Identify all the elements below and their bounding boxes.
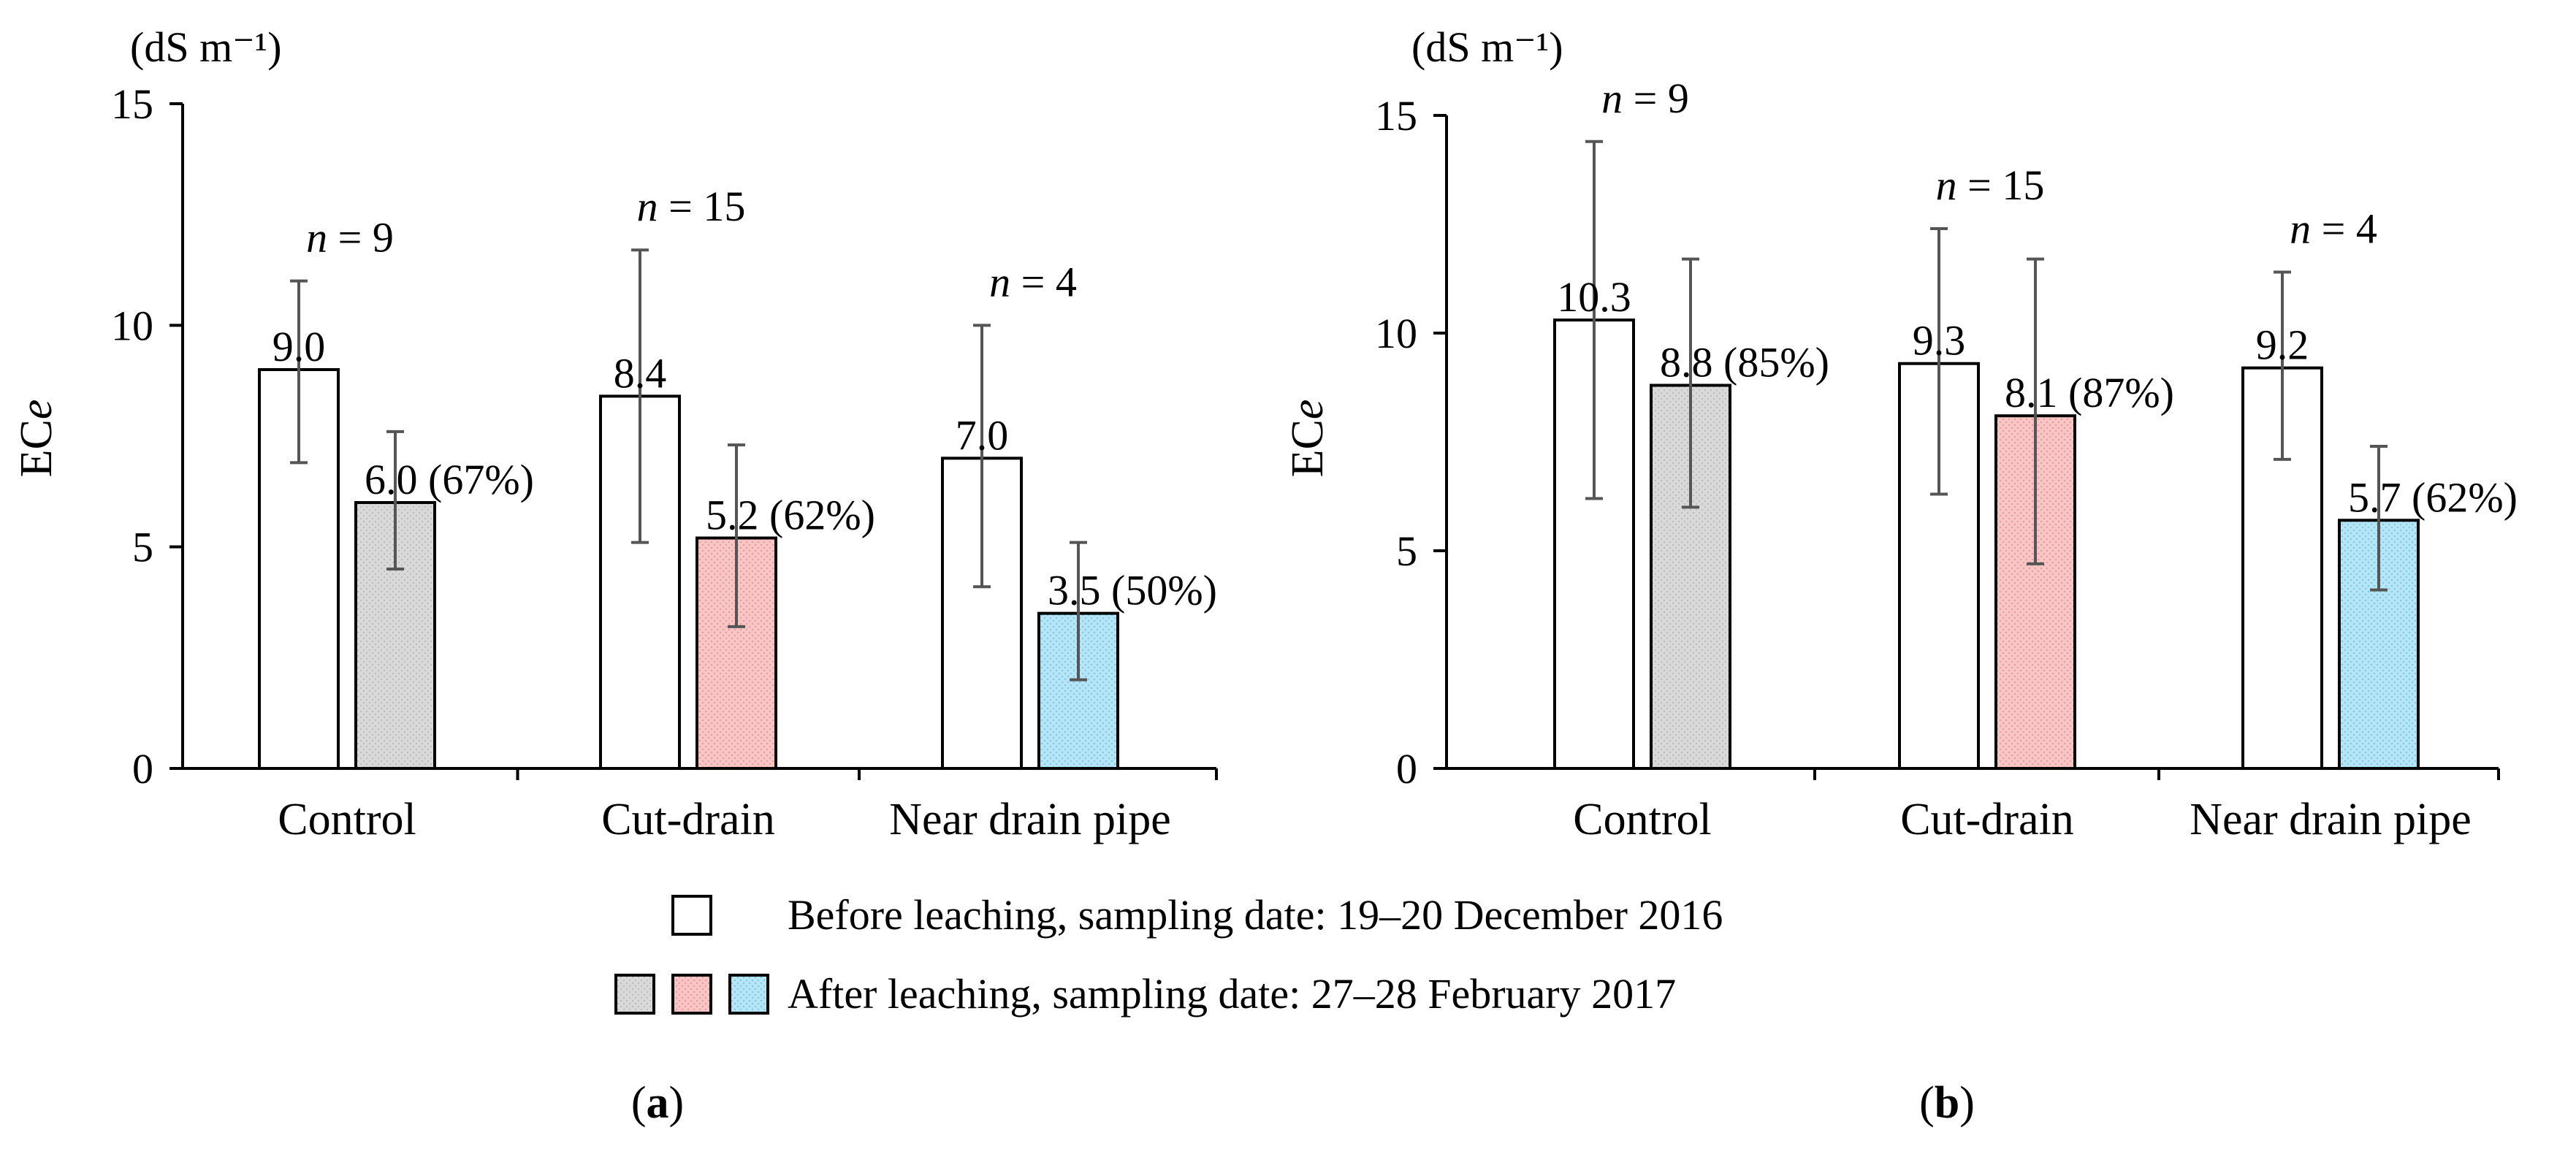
legend-swatch-cutdrain-after (671, 974, 712, 1015)
y-axis-label: ECe (1283, 400, 1333, 478)
y-unit-label: (dS m⁻¹) (1411, 23, 1563, 71)
bar-after (2338, 519, 2420, 771)
data-label: 9.2 (2256, 321, 2309, 369)
data-label: 10.3 (1557, 273, 1631, 321)
category-label: Cut-drain (601, 795, 775, 844)
panel-label: (a) (631, 1078, 684, 1128)
panel-label: (b) (1919, 1078, 1975, 1128)
data-label: 5.2 (62%) (706, 492, 875, 539)
category-label: Near drain pipe (2190, 795, 2472, 844)
y-tick-label: 0 (132, 745, 153, 793)
data-label: 8.4 (614, 349, 667, 397)
y-tick-label: 10 (111, 302, 153, 349)
legend-swatch-before (671, 895, 712, 936)
y-unit-label: (dS m⁻¹) (130, 23, 282, 71)
n-label: n = 4 (2290, 205, 2377, 253)
legend-label-before: Before leaching, sampling date: 19–20 De… (788, 891, 1723, 939)
panel-a-chart: (dS m⁻¹) ECe 0 5 10 15 Control 9.0 6.0 (67%) n = … (12, 23, 1218, 1128)
panel-b-chart: (dS m⁻¹) ECe 0 5 10 15 Control 10.3 8.8 (85%) n =… (1283, 23, 2518, 1128)
bar-after (1650, 383, 1731, 770)
n-label: n = 15 (637, 183, 746, 230)
y-tick-label: 15 (1375, 92, 1417, 140)
y-tick-label: 0 (1396, 745, 1417, 793)
n-label: n = 15 (1936, 161, 2045, 209)
legend-label-after: After leaching, sampling date: 27–28 Feb… (788, 970, 1676, 1018)
data-label: 9.3 (1913, 317, 1966, 364)
data-label: 6.0 (67%) (365, 456, 534, 503)
n-label: n = 9 (306, 214, 394, 262)
data-label: 3.5 (50%) (1048, 567, 1217, 614)
y-tick-label: 5 (1396, 527, 1417, 575)
y-tick-label: 15 (111, 80, 153, 128)
data-label: 9.0 (273, 323, 326, 370)
legend-swatch-neardrain-after (728, 974, 769, 1015)
bar-before (2241, 366, 2323, 770)
data-label: 8.1 (87%) (2005, 369, 2174, 416)
data-label: 7.0 (956, 411, 1009, 459)
category-label: Control (1573, 795, 1711, 844)
category-label: Near drain pipe (889, 795, 1171, 844)
data-label: 5.7 (62%) (2348, 473, 2518, 521)
n-label: n = 9 (1601, 75, 1689, 122)
legend-swatch-control-after (614, 974, 655, 1015)
y-tick-label: 10 (1375, 310, 1417, 357)
legend: Before leaching, sampling date: 19–20 De… (614, 891, 1723, 1018)
category-label: Control (278, 795, 416, 844)
n-label: n = 4 (989, 258, 1077, 305)
category-label: Cut-drain (1900, 795, 2074, 844)
data-label: 8.8 (85%) (1660, 339, 1829, 386)
y-tick-label: 5 (132, 524, 153, 571)
y-axis-label: ECe (12, 400, 61, 478)
